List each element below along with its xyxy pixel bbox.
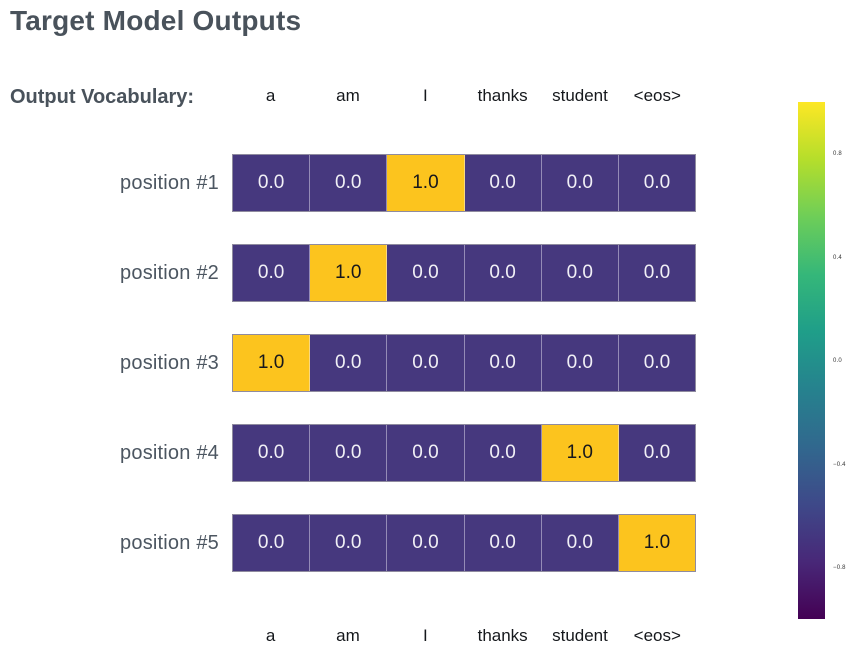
heatmap-cell: 0.0 — [618, 245, 696, 301]
heatmap-cell: 1.0 — [618, 515, 696, 571]
vocab-header-am: am — [336, 86, 360, 105]
heatmap-cell: 0.0 — [387, 425, 465, 481]
heatmap-cell: 0.0 — [618, 155, 696, 211]
vocab-footer-a: a — [265, 626, 276, 645]
vocab-footer-thanks: thanks — [477, 626, 528, 645]
heatmap-cell: 0.0 — [464, 155, 542, 211]
heatmap-cell: 0.0 — [233, 425, 311, 481]
heatmap-cell: 0.0 — [310, 425, 388, 481]
heatmap-cell: 0.0 — [541, 515, 619, 571]
vocab-footer-eos: <eos> — [633, 626, 681, 645]
heatmap-cell: 0.0 — [541, 335, 619, 391]
output-vocabulary-label: Output Vocabulary: — [10, 86, 195, 108]
vocab-header-i: I — [422, 86, 428, 105]
vocab-header-a: a — [265, 86, 276, 105]
heatmap-cell: 0.0 — [233, 515, 311, 571]
colorbar-tick: 0.8 — [833, 151, 842, 157]
heatmap-cell: 0.0 — [464, 335, 542, 391]
heatmap-row-2: 0.0 1.0 0.0 0.0 0.0 0.0 — [232, 244, 696, 302]
row-label-position-3: position #3 — [120, 352, 219, 374]
heatmap-cell: 0.0 — [387, 245, 465, 301]
row-label-position-4: position #4 — [120, 442, 219, 464]
vocab-footer-student: student — [552, 626, 608, 645]
heatmap-cell: 0.0 — [387, 335, 465, 391]
colorbar — [798, 102, 825, 619]
vocab-footer-i: I — [422, 626, 428, 645]
heatmap-cell: 0.0 — [387, 515, 465, 571]
heatmap-cell: 0.0 — [541, 155, 619, 211]
heatmap-cell: 0.0 — [541, 245, 619, 301]
heatmap-cell: 1.0 — [233, 335, 311, 391]
row-label-position-1: position #1 — [120, 172, 219, 194]
heatmap-cell: 0.0 — [464, 245, 542, 301]
heatmap-row-4: 0.0 0.0 0.0 0.0 1.0 0.0 — [232, 424, 696, 482]
row-label-position-5: position #5 — [120, 532, 219, 554]
heatmap-cell: 1.0 — [387, 155, 465, 211]
colorbar-tick: −0.4 — [833, 462, 846, 468]
vocab-header-student: student — [552, 86, 608, 105]
heatmap-cell: 1.0 — [541, 425, 619, 481]
colorbar-tick: 0.0 — [833, 358, 842, 364]
vocab-header-thanks: thanks — [477, 86, 528, 105]
row-label-position-2: position #2 — [120, 262, 219, 284]
heatmap-cell: 0.0 — [310, 335, 388, 391]
colorbar-tick: −0.8 — [833, 565, 846, 571]
heatmap-cell: 0.0 — [464, 425, 542, 481]
heatmap-row-1: 0.0 0.0 1.0 0.0 0.0 0.0 — [232, 154, 696, 212]
vocab-header-eos: <eos> — [633, 86, 681, 105]
heatmap-cell: 0.0 — [233, 245, 311, 301]
heatmap-cell: 0.0 — [310, 155, 388, 211]
colorbar-tick: 0.4 — [833, 255, 842, 261]
heatmap-row-5: 0.0 0.0 0.0 0.0 0.0 1.0 — [232, 514, 696, 572]
heatmap-row-3: 1.0 0.0 0.0 0.0 0.0 0.0 — [232, 334, 696, 392]
heatmap-cell: 0.0 — [310, 515, 388, 571]
heatmap-cell: 1.0 — [310, 245, 388, 301]
heatmap-grid: 0.0 0.0 1.0 0.0 0.0 0.0 0.0 1.0 0.0 0.0 … — [232, 154, 696, 604]
heatmap-cell: 0.0 — [233, 155, 311, 211]
vocab-footer-row: a am I thanks student <eos> — [232, 627, 696, 645]
heatmap-cell: 0.0 — [618, 425, 696, 481]
vocab-footer-am: am — [336, 626, 360, 645]
heatmap-cell: 0.0 — [618, 335, 696, 391]
page-title: Target Model Outputs — [10, 5, 302, 36]
vocab-header-row: a am I thanks student <eos> — [232, 87, 696, 105]
heatmap-cell: 0.0 — [464, 515, 542, 571]
